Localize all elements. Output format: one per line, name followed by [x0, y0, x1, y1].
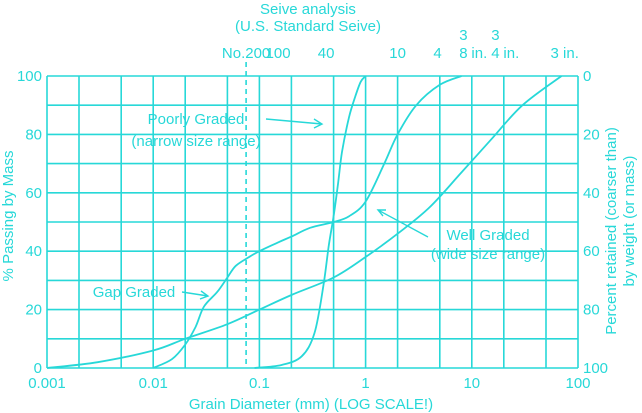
x-tick-label: 10 [463, 375, 480, 392]
y-tick-label-right: 40 [583, 185, 600, 202]
x-axis-label: Grain Diameter (mm) (LOG SCALE!) [189, 396, 433, 413]
poorly-graded-sublabel: (narrow size range) [131, 133, 260, 150]
y-tick-label-left: 40 [25, 243, 42, 260]
sieve-label-numerator: 3 [491, 27, 499, 44]
gap-graded-curve [152, 75, 462, 369]
y-tick-label-right: 60 [583, 243, 600, 260]
well-graded-label: Well Graded [446, 227, 529, 244]
well-graded-pointer [376, 209, 429, 238]
sieve-label-denominator: 4 [491, 45, 499, 62]
y-tick-label-right: 100 [583, 360, 608, 377]
x-tick-label: 0.1 [249, 375, 270, 392]
y-tick-label-left: 80 [25, 126, 42, 143]
sieve-label: No.200 [222, 45, 270, 62]
y-axis-label-right-1: Percent retained (coarser than) [603, 127, 620, 335]
sieve-label: 100 [266, 45, 291, 62]
x-tick-label: 100 [565, 375, 590, 392]
sieve-label: 4 [433, 45, 441, 62]
sieve-label-numerator: 3 [459, 27, 467, 44]
y-tick-label-right: 20 [583, 126, 600, 143]
poorly-graded-curve [254, 75, 367, 369]
gap-graded-pointer [181, 290, 210, 300]
sieve-label-unit: in. [503, 45, 519, 62]
poorly-graded-pointer [265, 118, 324, 129]
sieve-label: 40 [318, 45, 335, 62]
chart-title: Seive analysis [260, 1, 356, 18]
well-graded-curve [46, 75, 563, 369]
sieve-label: 10 [389, 45, 406, 62]
y-tick-label-left: 100 [17, 68, 42, 85]
y-tick-label-right: 80 [583, 302, 600, 319]
gap-graded-label: Gap Graded [93, 284, 176, 301]
chart-grid [46, 62, 579, 369]
gradation-curves [46, 75, 563, 369]
sieve-label: 3 in. [551, 45, 579, 62]
x-tick-label: 1 [361, 375, 369, 392]
x-tick-label: 0.001 [28, 375, 66, 392]
y-axis-label-left: % Passing by Mass [0, 151, 17, 282]
poorly-graded-label: Poorly Graded [148, 111, 245, 128]
y-tick-label-left: 60 [25, 185, 42, 202]
y-tick-label-left: 0 [34, 360, 42, 377]
chart-subtitle: (U.S. Standard Seive) [235, 18, 381, 35]
tick-labels: 0.001 0.01 0.1 1 10 1000204060801001008060402… [17, 27, 608, 392]
well-graded-sublabel: (wide size range) [431, 246, 545, 263]
x-tick-label: 0.01 [139, 375, 168, 392]
sieve-label-denominator: 8 [459, 45, 467, 62]
sieve-label-unit: in. [471, 45, 487, 62]
y-tick-label-left: 20 [25, 302, 42, 319]
y-tick-label-right: 0 [583, 68, 591, 85]
y-axis-label-right-2: by weight (or mass) [621, 156, 638, 287]
